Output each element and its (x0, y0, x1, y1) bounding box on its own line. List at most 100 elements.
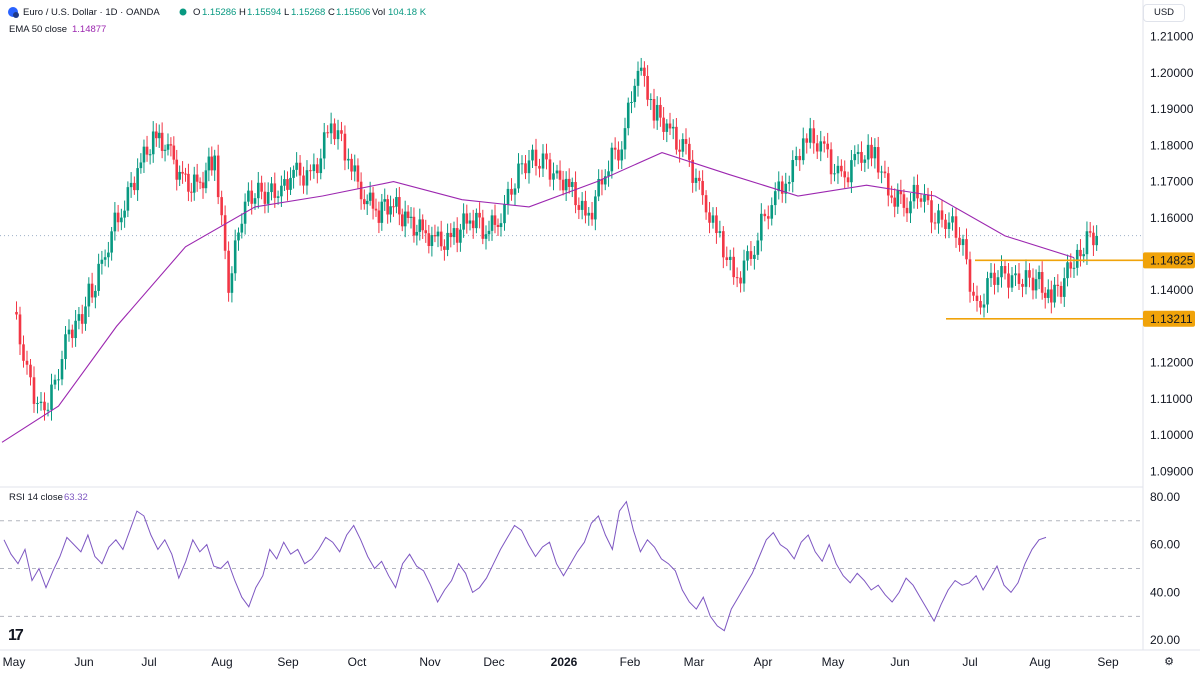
candle-body (662, 117, 665, 132)
candle-body (1095, 235, 1098, 246)
candle-body (148, 154, 152, 156)
candle-body (436, 231, 440, 237)
candle-body (151, 131, 155, 155)
candle-body (371, 192, 375, 209)
candle-body (613, 147, 617, 150)
candle-body (343, 133, 347, 161)
candle-body (643, 67, 646, 76)
candle-body (794, 155, 798, 161)
candle-body (926, 194, 930, 201)
candle-body (763, 213, 767, 217)
candle-body (933, 222, 937, 224)
candle-body (329, 123, 333, 134)
candle-body (395, 197, 398, 207)
candle-body (863, 159, 867, 163)
candle-body (133, 182, 136, 191)
price-tick-label: 1.21000 (1150, 30, 1194, 44)
candle-body (909, 201, 912, 214)
candle-body (368, 192, 372, 201)
low-label: L (284, 7, 289, 18)
candle-body (902, 194, 906, 208)
ema-value: 1.14877 (72, 24, 106, 35)
candle-body (520, 163, 524, 165)
currency-selector[interactable]: USD (1143, 4, 1185, 22)
candle-body (822, 141, 826, 144)
gear-icon[interactable]: ⚙ (1164, 656, 1174, 668)
candle-body (630, 102, 633, 104)
candle-body (1050, 289, 1053, 303)
candle-body (356, 165, 360, 182)
candle-body (510, 188, 513, 195)
candle-body (253, 198, 257, 204)
rsi-label: RSI 14 close (9, 492, 63, 503)
candle-body (309, 170, 312, 172)
rsi-polyline (3, 500, 1047, 632)
symbol-legend[interactable]: Euro / U.S. Dollar · 1D · OANDA O 1.1528… (8, 7, 427, 18)
candle-body (322, 132, 326, 159)
candle-body (506, 188, 510, 205)
candle-body (890, 195, 893, 198)
candle-body (919, 198, 923, 202)
rsi-legend[interactable]: RSI 14 close 63.32 (9, 492, 88, 503)
candle-body (166, 144, 170, 150)
time-tick-label: Nov (419, 655, 440, 669)
candle-body (201, 182, 205, 189)
price-tick-label: 1.14000 (1150, 283, 1194, 297)
candle-body (123, 210, 126, 218)
candle-body (60, 359, 64, 380)
candle-body (120, 217, 123, 223)
candle-body (29, 364, 32, 378)
candle-body (961, 239, 965, 246)
candle-body (541, 153, 545, 169)
candle-body (923, 194, 926, 202)
candle-body (517, 163, 520, 189)
level-badges[interactable]: 1.14825 1.13211 (1143, 252, 1195, 327)
candle-body (260, 182, 263, 192)
candle-body (684, 139, 688, 144)
candle-body (812, 128, 816, 144)
candle-body (439, 231, 443, 247)
candle-body (965, 239, 968, 260)
candle-body (639, 67, 643, 71)
vol-label: Vol (372, 7, 385, 18)
candle-body (187, 173, 190, 192)
candle-body (286, 179, 289, 190)
candle-body (386, 199, 389, 215)
candle-body (873, 147, 877, 159)
rsi-value: 63.32 (64, 492, 88, 503)
candle-body (899, 190, 903, 195)
candle-body (1053, 284, 1056, 303)
candle-body (958, 237, 961, 246)
rsi-axis-labels: 20.00 40.00 60.00 80.00 (1150, 490, 1180, 647)
candle-body (715, 215, 718, 234)
candle-body (681, 139, 685, 152)
candle-body (996, 277, 1000, 285)
candle-body (409, 216, 413, 218)
support-levels[interactable] (946, 259, 1143, 320)
candle-body (896, 190, 900, 207)
candle-body (836, 165, 840, 174)
ema-legend[interactable]: EMA 50 close 1.14877 (9, 24, 106, 35)
candle-body (840, 165, 843, 172)
candle-body (266, 192, 270, 204)
candle-body (204, 170, 208, 189)
time-tick-label: Jul (141, 655, 156, 669)
candle-body (412, 216, 416, 236)
close-value: 1.15506 (336, 7, 370, 18)
candle-body (142, 146, 146, 163)
candle-body (22, 344, 25, 361)
candle-body (198, 181, 202, 183)
candle-body (374, 208, 378, 211)
rsi-tick-label: 40.00 (1150, 585, 1180, 599)
candle-body (735, 277, 739, 279)
candle-body (870, 144, 873, 159)
candle-body (833, 173, 836, 175)
tradingview-logo[interactable]: 17 (8, 627, 24, 644)
candle-body (780, 181, 784, 194)
candle-body (263, 191, 267, 204)
candle-body (527, 160, 531, 174)
candle-body (126, 187, 130, 211)
candle-body (993, 272, 996, 285)
candle-body (383, 199, 387, 202)
